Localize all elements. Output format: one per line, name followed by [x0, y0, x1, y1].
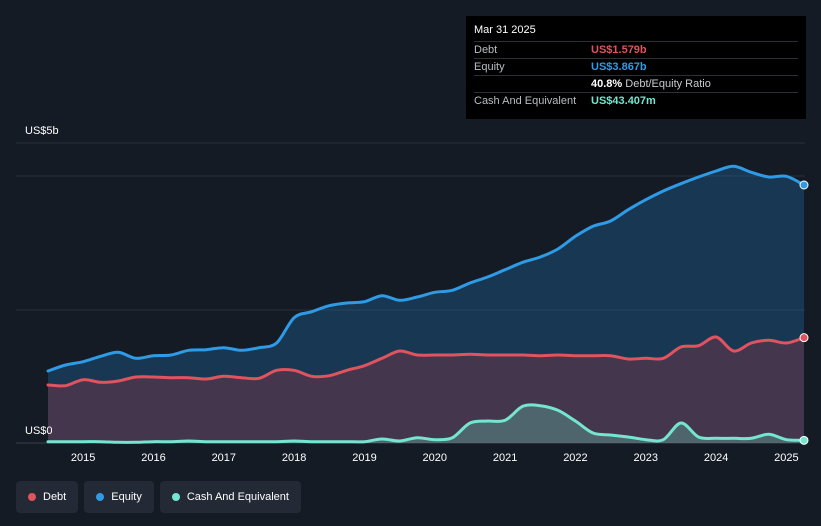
- x-tick-label: 2019: [352, 452, 376, 464]
- tooltip-equity-label: Equity: [474, 61, 505, 73]
- x-tick-label: 2022: [563, 452, 587, 464]
- legend-dot-cash: [171, 493, 180, 501]
- tooltip-row-ratio: 40.8% Debt/Equity Ratio: [474, 75, 798, 92]
- legend-item-debt[interactable]: Debt: [16, 481, 79, 513]
- end-marker-debt: [799, 333, 809, 343]
- area-layer: [48, 166, 804, 443]
- area-equity: [48, 166, 804, 443]
- chart-tooltip: Mar 31 2025 Debt US$1.579b Equity US$3.8…: [466, 16, 806, 119]
- tooltip-ratio-value: 40.8%: [591, 78, 623, 90]
- y-axis-min-label: US$0: [25, 425, 53, 437]
- tooltip-cash-label: Cash And Equivalent: [474, 95, 577, 107]
- tooltip-debt-label: Debt: [474, 44, 498, 56]
- x-tick-label: 2018: [282, 452, 306, 464]
- line-equity: [46, 164, 806, 373]
- x-axis: 2015 2016 2017 2018 2019 2020 2021 2022 2023 2024…: [71, 452, 799, 464]
- tooltip-debt-value: US$1.579b: [591, 44, 647, 56]
- line-layer: [46, 164, 806, 444]
- x-tick-label: 2016: [141, 452, 165, 464]
- legend-dot-debt: [28, 493, 36, 501]
- tooltip-date: Mar 31 2025: [474, 24, 536, 36]
- x-tick-label: 2023: [634, 452, 658, 464]
- legend-label-equity: Equity: [111, 491, 142, 503]
- legend-item-cash[interactable]: Cash And Equivalent: [159, 481, 301, 513]
- x-tick-label: 2024: [704, 452, 728, 464]
- line-cash-and-equivalent: [46, 403, 806, 444]
- end-marker-cash-and-equivalent: [799, 435, 809, 445]
- area-debt: [48, 336, 804, 443]
- tooltip-row-equity: Equity US$3.867b: [474, 58, 798, 75]
- x-tick-label: 2020: [423, 452, 447, 464]
- marker-layer: [799, 180, 809, 445]
- chart-legend: Debt Equity Cash And Equivalent: [16, 481, 301, 513]
- x-tick-label: 2015: [71, 452, 95, 464]
- tooltip-cash-value: US$43.407m: [591, 95, 656, 107]
- legend-label-debt: Debt: [43, 491, 67, 503]
- tooltip-row-debt: Debt US$1.579b: [474, 41, 798, 58]
- end-marker-equity: [799, 180, 809, 190]
- legend-label-cash: Cash And Equivalent: [186, 491, 289, 503]
- tooltip-equity-value: US$3.867b: [591, 61, 647, 73]
- x-tick-label: 2021: [493, 452, 517, 464]
- legend-dot-equity: [96, 493, 105, 501]
- line-debt: [46, 335, 806, 388]
- x-tick-label: 2017: [212, 452, 236, 464]
- legend-item-equity[interactable]: Equity: [84, 481, 154, 513]
- tooltip-row-cash: Cash And Equivalent US$43.407m: [474, 92, 798, 109]
- tooltip-ratio-desc: Debt/Equity Ratio: [625, 78, 711, 90]
- x-tick-label: 2025: [774, 452, 798, 464]
- y-axis-max-label: US$5b: [25, 125, 59, 137]
